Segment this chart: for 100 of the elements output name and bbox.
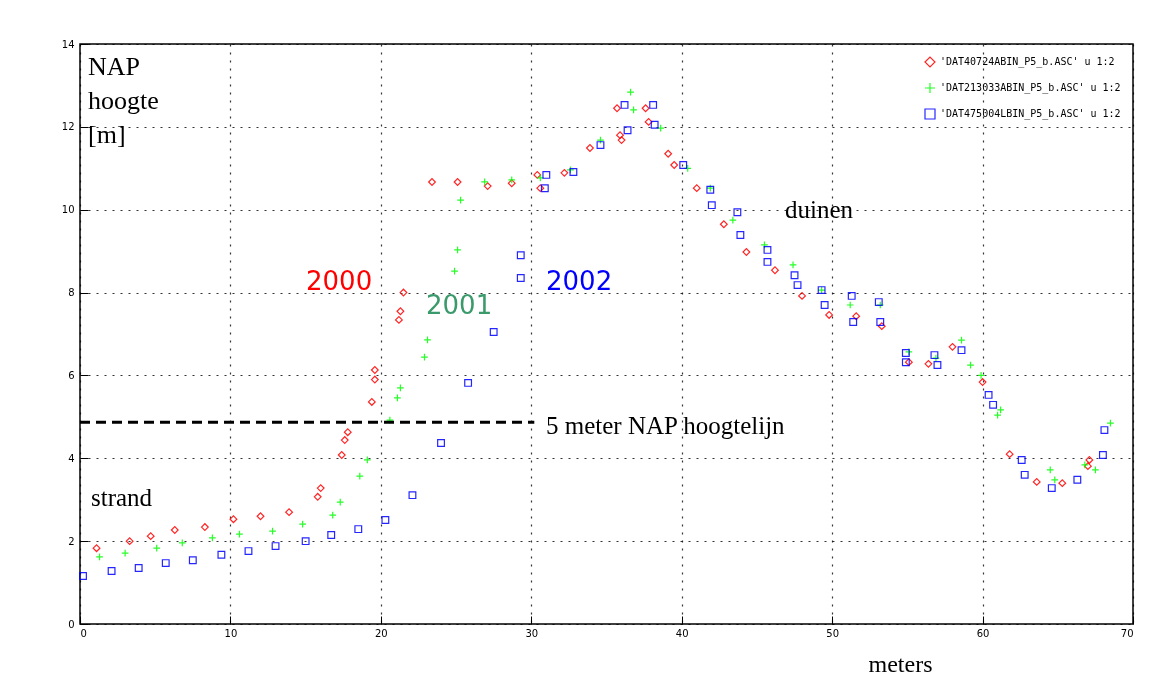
point xyxy=(760,240,769,249)
annotation: 2001 xyxy=(426,290,493,320)
x-axis-title: meters xyxy=(868,650,933,675)
point xyxy=(354,525,363,534)
point xyxy=(355,472,364,481)
x-tick-label: 60 xyxy=(976,627,990,639)
point xyxy=(1080,460,1089,469)
annotation: 5 meter NAP hoogtelijn xyxy=(546,412,786,439)
point xyxy=(789,260,797,269)
annotation: duinen xyxy=(785,196,854,223)
point xyxy=(507,179,516,188)
y-tick-label: 2 xyxy=(68,535,75,547)
point xyxy=(328,511,337,519)
point xyxy=(852,312,861,321)
point xyxy=(453,178,462,186)
point xyxy=(256,512,265,521)
point xyxy=(978,378,987,387)
point xyxy=(670,161,679,169)
point xyxy=(596,141,605,150)
x-tick-label: 10 xyxy=(224,627,238,639)
point xyxy=(825,310,834,319)
point xyxy=(1058,479,1067,488)
point xyxy=(337,451,346,459)
legend-label: 'DAT475004LBIN_P5_b.ASC' u 1:2 xyxy=(940,108,1121,120)
point xyxy=(742,248,751,256)
point xyxy=(370,366,379,374)
point xyxy=(933,361,942,370)
x-tick-label: 20 xyxy=(374,627,388,639)
point xyxy=(367,397,376,406)
y-tick-label: 0 xyxy=(68,618,75,630)
point xyxy=(450,267,459,275)
point xyxy=(161,559,170,568)
point xyxy=(285,508,294,517)
point xyxy=(707,201,716,210)
point xyxy=(408,491,417,500)
point xyxy=(1091,465,1100,474)
point xyxy=(763,257,772,266)
point xyxy=(596,136,605,145)
point xyxy=(849,318,858,326)
point xyxy=(847,291,856,300)
point xyxy=(664,149,673,158)
legend-label: 'DAT40724ABIN_P5_b.ASC' u 1:2 xyxy=(940,56,1115,68)
point xyxy=(798,291,807,300)
point xyxy=(301,537,310,546)
y-tick-label: 10 xyxy=(61,204,75,216)
point xyxy=(617,136,626,145)
point xyxy=(437,439,445,447)
point xyxy=(370,375,379,384)
point xyxy=(316,484,325,493)
y-tick-label: 6 xyxy=(68,369,75,381)
point xyxy=(542,170,551,179)
point xyxy=(560,168,569,177)
x-tick-label: 40 xyxy=(675,627,689,639)
point xyxy=(381,516,390,524)
point xyxy=(1017,455,1026,464)
point xyxy=(1106,419,1115,428)
point xyxy=(957,346,966,355)
point xyxy=(480,178,489,186)
y-tick-label: 14 xyxy=(61,38,75,50)
point xyxy=(924,359,933,368)
point xyxy=(1098,451,1107,459)
point xyxy=(1032,477,1041,486)
point xyxy=(877,322,886,331)
point xyxy=(641,104,650,113)
point xyxy=(235,530,244,539)
point xyxy=(121,549,130,558)
point xyxy=(343,428,352,437)
point xyxy=(616,131,624,140)
point xyxy=(736,231,745,239)
point xyxy=(1020,470,1029,479)
y-axis-title: NAP hoogte [m] xyxy=(88,52,159,149)
point xyxy=(644,117,653,126)
point xyxy=(134,564,143,573)
point xyxy=(483,182,492,191)
point xyxy=(188,556,197,565)
point xyxy=(1005,450,1014,459)
point xyxy=(540,184,549,193)
point xyxy=(989,400,998,409)
point xyxy=(901,358,910,367)
x-tick-label: 0 xyxy=(80,627,87,639)
point xyxy=(790,271,799,280)
point xyxy=(650,120,659,129)
point xyxy=(629,105,638,114)
point xyxy=(79,571,87,580)
point xyxy=(620,100,629,109)
point xyxy=(200,523,209,532)
point xyxy=(1073,475,1082,484)
point xyxy=(623,126,632,135)
point xyxy=(516,274,525,283)
point xyxy=(95,552,104,561)
y-tick-label: 4 xyxy=(68,452,75,464)
point xyxy=(876,318,885,326)
point xyxy=(719,220,728,229)
point xyxy=(363,455,372,464)
point xyxy=(626,88,635,97)
point xyxy=(649,100,658,109)
point xyxy=(820,301,829,309)
annotation: 2002 xyxy=(546,266,613,296)
point xyxy=(771,266,779,275)
point xyxy=(92,544,101,553)
